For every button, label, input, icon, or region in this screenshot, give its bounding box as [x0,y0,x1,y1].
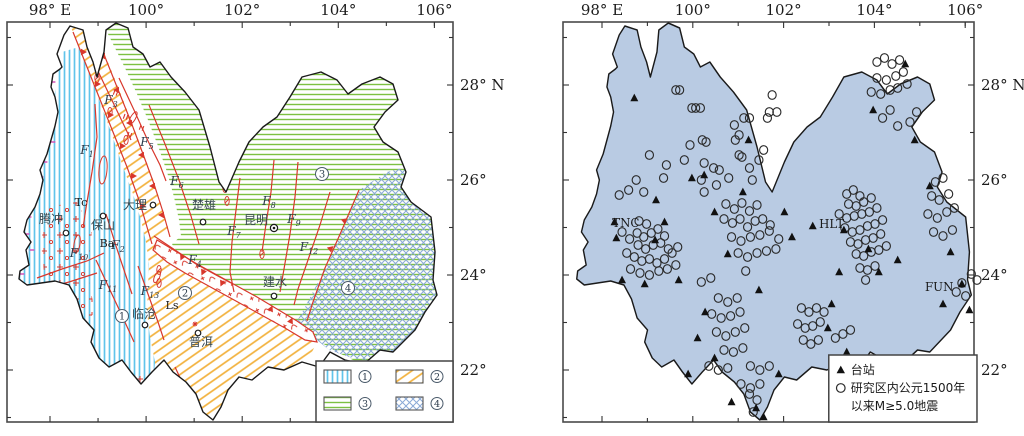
right-map-content: TNC HLT FUN [576,22,982,421]
legend-earthquake-icon [835,383,846,393]
left-legend-box [315,360,454,423]
zone-4 [297,162,437,362]
right-axes: 98° E 100° 102° 104° 106° 28° N 26° 24° 22° [562,1,1024,423]
lon-label: 106° [947,1,983,19]
legend-earthquake-label-2: 以来M≥5.0地震 [851,399,939,413]
legend-zone-number: 4 [434,399,440,410]
legend-earthquake-label-1: 研究区内公元1500年 [851,380,966,395]
lat-label: 22° [460,361,487,379]
city-label-楚雄: 楚雄 [192,197,216,212]
earthquake-epicenters [614,53,982,417]
lon-label: 100° [675,1,711,19]
legend-station-label: 台站 [851,362,875,377]
zone-number: 4 [345,284,351,295]
seismic-stations [610,59,974,421]
city-label-临沧: 临沧 [132,306,156,321]
station-code-Ba: Ba [100,237,115,250]
right-map-panel: 98° E 100° 102° 104° 106° 28° N 26° 24° 22° TNC H… [562,1,1024,423]
legend-zone-number: 1 [362,372,368,383]
left-axes: 98° E 100° 102° 104° 106° 28° N 26° 24° 22° [6,1,504,423]
city-label-保山: 保山 [91,218,115,232]
lat-label: 22° [981,361,1008,379]
legend-station-icon [836,365,845,374]
lat-label: 28° N [460,76,504,94]
city-label-腾冲: 腾冲 [39,211,63,226]
lon-label: 98° E [581,1,623,19]
lat-label: 24° [981,266,1008,284]
zone-number: 3 [319,170,325,181]
legend-zone-number: 2 [434,372,440,383]
lat-label: 26° [460,171,487,189]
city-label-大理: 大理 [123,198,147,212]
station-label-HLT: HLT [819,217,844,231]
city-label-普洱: 普洱 [189,335,213,349]
lat-label: 26° [981,171,1008,189]
legend-zone-number: 3 [362,399,368,410]
city-label-建水: 建水 [263,275,287,289]
lon-label: 106° [416,1,452,19]
lon-label: 104° [320,1,356,19]
lon-label: 102° [224,1,260,19]
left-map-panel: 98° E 100° 102° 104° 106°28° N26°24°22° F1F2… [6,1,504,423]
city-label-昆明: 昆明 [244,213,268,227]
station-code-Tc: Tc [75,196,88,209]
lon-label: 102° [766,1,802,19]
lon-label: 100° [128,1,164,19]
lon-label: 104° [856,1,892,19]
station-label-FUN: FUN [925,280,954,294]
zone-2 [70,23,317,420]
zone-number: 2 [182,289,188,300]
zone-number: 1 [119,312,125,323]
left-legend: 1 2 3 4 [315,360,454,423]
station-code-Ls: Ls [166,299,179,312]
station-label-TNC: TNC [612,216,639,230]
right-legend-box [828,354,978,423]
lat-label: 28° N [981,76,1024,94]
lat-label: 24° [460,266,487,284]
lon-label: 98° E [29,1,71,19]
